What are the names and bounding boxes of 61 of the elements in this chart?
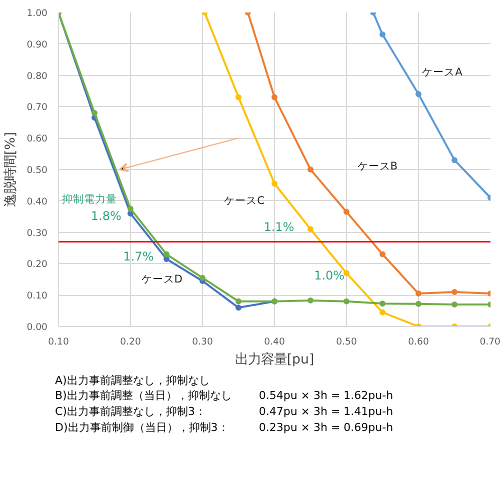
- text: 0.47pu × 3h = 1.41pu-h: [258, 404, 394, 420]
- point: [416, 91, 422, 98]
- text: 0.23pu × 3h = 0.69pu-h: [258, 420, 394, 436]
- y-tick-label: 0.90: [26, 39, 48, 50]
- x-tick-label: 0.40: [264, 336, 285, 348]
- y-tick-label: 0.30: [26, 228, 48, 239]
- y-tick-label: 0.70: [26, 102, 48, 114]
- point: [344, 208, 350, 215]
- annotation: 抑制電力量: [62, 192, 118, 206]
- point: [128, 206, 134, 212]
- y-axis-title: 逸脱時間[%]: [4, 132, 19, 208]
- text: B)出力事前調整（当日），抑制なし: [55, 388, 233, 404]
- annotation: ケースD: [141, 272, 183, 286]
- point: [380, 300, 386, 307]
- annotation: ケースA: [422, 65, 464, 78]
- y-tick-label: 0.60: [26, 134, 48, 145]
- point: [164, 251, 170, 258]
- y-tick-label: 0.80: [26, 70, 48, 82]
- y-tick-label: 0.00: [26, 322, 48, 333]
- y-tick-label: 0.10: [26, 290, 48, 302]
- point: [452, 302, 458, 308]
- point: [344, 298, 350, 304]
- point: [200, 274, 206, 281]
- x-axis-title: 出力容量[pu]: [234, 352, 314, 368]
- x-tick-label: 0.70: [480, 336, 501, 348]
- annotation: ケースB: [357, 160, 398, 173]
- x-tick-label: 0.50: [336, 336, 357, 348]
- point: [380, 251, 386, 258]
- point: [272, 180, 278, 187]
- point: [416, 290, 422, 297]
- point: [344, 270, 350, 276]
- annotation: ケースC: [224, 194, 265, 208]
- annotation: 1.1%: [264, 220, 294, 234]
- annotation: 1.0%: [314, 268, 345, 283]
- annotation: 1.8%: [90, 208, 122, 223]
- point: [308, 166, 314, 172]
- text: 0.54pu × 3h = 1.62pu-h: [258, 388, 394, 404]
- point: [236, 304, 242, 311]
- x-tick-label: 0.10: [48, 336, 69, 348]
- point: [452, 157, 458, 164]
- y-tick-label: 0.40: [26, 196, 48, 208]
- point: [272, 94, 278, 100]
- text: C)出力事前調整なし，抑制3：: [55, 404, 207, 420]
- y-tick-label: 0.50: [26, 165, 48, 176]
- point: [380, 309, 386, 316]
- point: [308, 226, 314, 232]
- annotation: 1.7%: [123, 250, 154, 264]
- point: [92, 110, 98, 116]
- text: D)出力事前制御（当日），抑制3：: [55, 420, 230, 436]
- point: [236, 298, 242, 304]
- x-tick-label: 0.30: [192, 336, 213, 348]
- x-tick-label: 0.60: [408, 336, 429, 348]
- point: [236, 94, 242, 100]
- point: [308, 297, 314, 304]
- point: [452, 288, 458, 295]
- y-tick-label: 0.20: [26, 259, 48, 270]
- x-tick-label: 0.20: [120, 336, 141, 348]
- point: [380, 31, 386, 38]
- text: A)出力事前調整なし，抑制なし: [55, 374, 211, 388]
- y-tick-label: 1.00: [26, 8, 48, 19]
- point: [416, 300, 422, 307]
